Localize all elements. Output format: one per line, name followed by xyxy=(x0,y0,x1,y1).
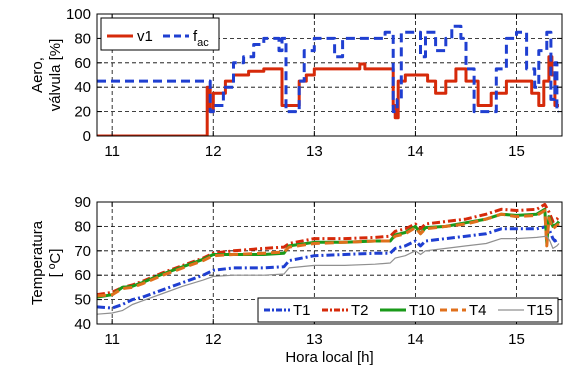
x-tick-label: 14 xyxy=(407,143,424,160)
legend-label-subscript: ac xyxy=(197,37,209,49)
x-tick-label: 15 xyxy=(508,331,525,348)
y-tick-label: 70 xyxy=(74,243,91,260)
y-tick-label: 80 xyxy=(74,218,91,235)
chart-panel-1: 11 12 13 14 15 0 20 40 60 80 100 Aero, válvula [%] v1… xyxy=(29,6,563,160)
x-tick-label: 12 xyxy=(205,331,222,348)
y-axis-label: [ ºC] xyxy=(47,249,64,278)
y-tick-label: 60 xyxy=(74,267,91,284)
y-axis-label: Aero, xyxy=(29,57,46,93)
legend-label-t4: T4 xyxy=(469,302,487,319)
y-tick-label: 0 xyxy=(83,128,91,145)
series-line-f xyxy=(97,24,559,114)
series-line-t1 xyxy=(97,224,560,310)
series-line-t15 xyxy=(97,235,560,315)
series-line-t4 xyxy=(97,209,560,298)
x-axis-label: Hora local [h] xyxy=(285,349,373,366)
y-tick-label: 100 xyxy=(66,6,91,23)
x-tick-label: 12 xyxy=(205,143,222,160)
x-tick-label: 15 xyxy=(508,143,525,160)
legend-label-t2: T2 xyxy=(351,302,369,319)
y-tick-label: 90 xyxy=(74,194,91,211)
legend-label-t1: T1 xyxy=(293,302,311,319)
legend: v1 fac xyxy=(100,17,220,51)
x-tick-label: 11 xyxy=(104,143,120,160)
y-axis-label: válvula [%] xyxy=(47,39,64,112)
plot-frame xyxy=(96,13,563,137)
y-tick-label: 40 xyxy=(74,79,91,96)
y-tick-label: 40 xyxy=(74,316,91,333)
legend: T1 T2 T10 T4 T15 xyxy=(257,297,559,323)
x-tick-label: 13 xyxy=(306,331,323,348)
legend-box xyxy=(100,17,220,51)
legend-label-t10: T10 xyxy=(409,302,435,319)
y-tick-label: 20 xyxy=(74,104,91,121)
legend-label-v1: v1 xyxy=(137,28,153,45)
legend-label-t15: T15 xyxy=(527,302,553,319)
y-axis-label: Temperatura xyxy=(29,220,46,305)
plot-frame xyxy=(96,201,563,325)
chart-panel-2: 11 12 13 14 15 40 50 60 70 80 90 Temperatura[ ºC] Ho… xyxy=(29,194,563,366)
x-tick-label: 11 xyxy=(104,331,120,348)
y-tick-label: 60 xyxy=(74,55,91,72)
x-tick-label: 14 xyxy=(407,331,424,348)
y-tick-label: 80 xyxy=(74,30,91,47)
y-tick-label: 50 xyxy=(74,292,91,309)
x-tick-label: 13 xyxy=(306,143,323,160)
